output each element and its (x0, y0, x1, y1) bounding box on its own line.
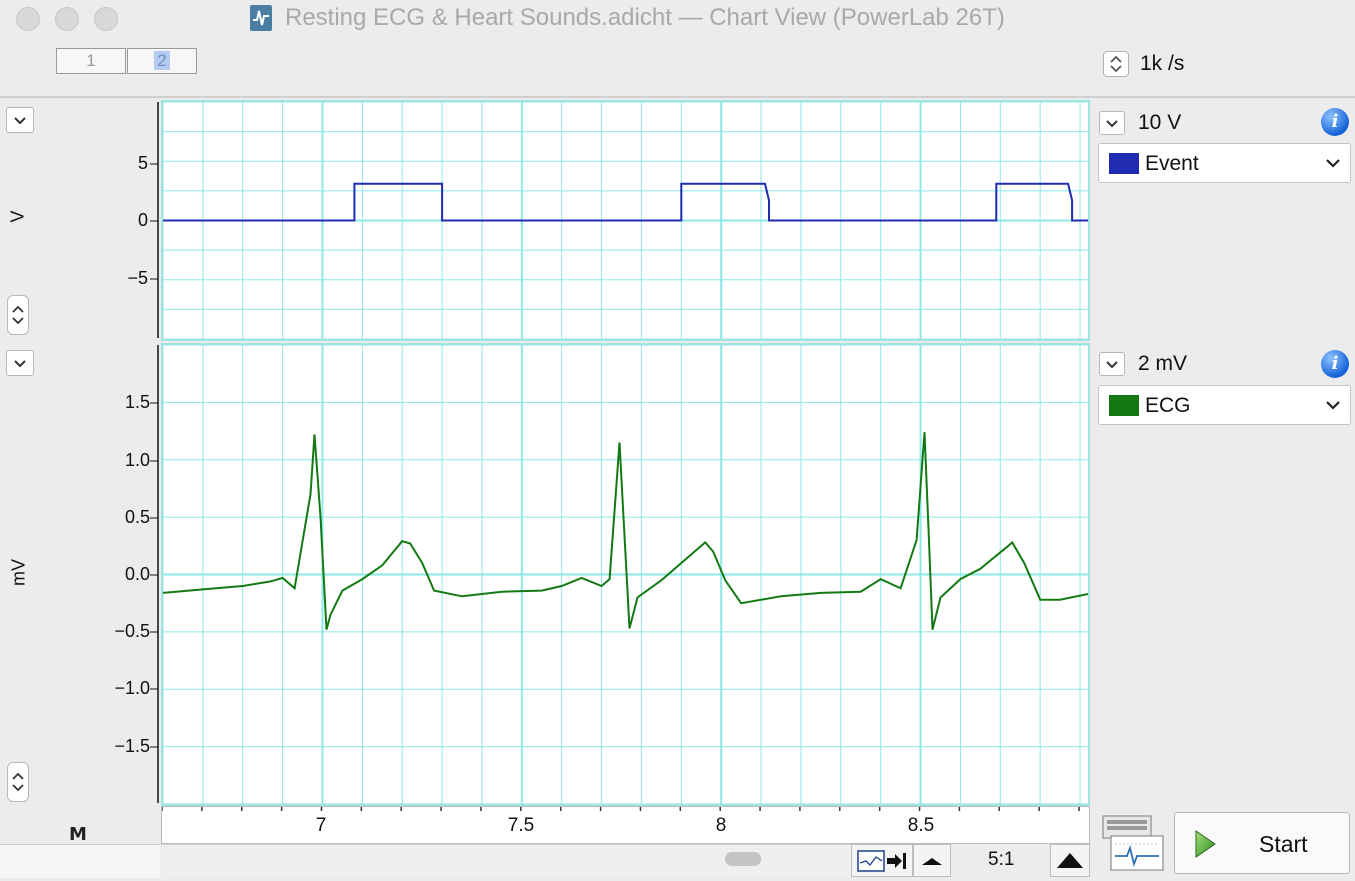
display-settings-button[interactable] (851, 844, 913, 877)
x-tick-label: 7.5 (491, 815, 551, 837)
chevron-down-icon (7, 351, 33, 375)
channel-2-name: ECG (1145, 394, 1191, 418)
small-mountain-icon (914, 845, 950, 876)
close-window-button[interactable] (16, 7, 40, 31)
channel-1-name: Event (1145, 152, 1199, 176)
series-line-event (163, 184, 1088, 221)
play-icon (1193, 829, 1219, 859)
channel-1-y-axis (148, 100, 160, 340)
zoom-ratio-label: 5:1 (988, 849, 1014, 871)
channel-1-range-label: 10 V (1138, 111, 1181, 135)
chevron-down-icon (1324, 396, 1342, 414)
marker-label: M (60, 826, 96, 844)
channel-2-select[interactable]: ECG (1098, 385, 1351, 425)
y-tick-label: −5 (78, 268, 148, 289)
up-down-arrows-icon (8, 763, 28, 801)
y-tick-label: 5 (78, 153, 148, 174)
toolbar: 1 2 1k /s (0, 38, 1355, 96)
page-1-button[interactable]: 1 (56, 48, 126, 74)
y-tick-label: 1.5 (80, 392, 150, 413)
page-2-label: 2 (154, 51, 169, 70)
start-button[interactable]: Start (1174, 812, 1350, 874)
channel-1-unit-label: V (8, 205, 29, 229)
zoom-out-button[interactable] (913, 844, 951, 877)
chevron-down-icon (1100, 353, 1124, 375)
channel-2-chart (163, 345, 1088, 804)
y-tick-label: −1.0 (80, 678, 150, 699)
page-1-label: 1 (86, 51, 95, 70)
y-tick-label: 1.0 (80, 450, 150, 471)
channel-2-range-label: 2 mV (1138, 352, 1187, 376)
channel-2-scale-stepper[interactable] (7, 762, 29, 802)
marker-tray (0, 844, 160, 878)
up-down-arrows-icon (8, 296, 28, 334)
window-title: Resting ECG & Heart Sounds.adicht — Char… (285, 4, 1005, 32)
y-tick-label: −1.5 (80, 736, 150, 757)
start-label: Start (1259, 831, 1308, 858)
up-down-arrows-icon (1104, 52, 1128, 76)
channel-1-range-menu[interactable] (1099, 111, 1125, 135)
channel-2-range-menu[interactable] (1099, 352, 1125, 376)
y-tick-label: 0.5 (80, 507, 150, 528)
series-line-ecg (163, 432, 1088, 629)
sample-rate-label: 1k /s (1140, 52, 1184, 76)
sample-rate-stepper[interactable] (1103, 51, 1129, 77)
info-icon[interactable]: i (1321, 108, 1349, 136)
recorder-icon (1099, 812, 1167, 874)
y-tick-label: −0.5 (80, 621, 150, 642)
chevron-down-icon (7, 108, 33, 132)
y-tick-label: 0.0 (80, 564, 150, 585)
x-tick-label: 8 (691, 815, 751, 837)
channel-1-chart (163, 102, 1088, 339)
channel-2-plot[interactable] (161, 343, 1090, 806)
chevron-down-icon (1100, 112, 1124, 134)
scrollbar-thumb[interactable] (725, 852, 761, 866)
zoom-in-button[interactable] (1050, 844, 1090, 877)
zoom-window-button[interactable] (94, 7, 118, 31)
x-tick-label: 8.5 (891, 815, 951, 837)
channel-2-color-swatch (1109, 395, 1139, 416)
channel-2-unit-label: mV (9, 558, 30, 588)
chart-arrow-icon (852, 845, 912, 876)
time-axis: 7 7.5 8 8.5 (161, 806, 1090, 844)
chevron-down-icon (1324, 154, 1342, 172)
page-2-button[interactable]: 2 (127, 48, 197, 74)
y-tick-label: 0 (78, 210, 148, 231)
channel-1-plot[interactable] (161, 100, 1090, 341)
recorder-settings-button[interactable] (1099, 812, 1167, 874)
x-tick-label: 7 (291, 815, 351, 837)
info-icon[interactable]: i (1321, 350, 1349, 378)
minimize-window-button[interactable] (55, 7, 79, 31)
channel-1-select[interactable]: Event (1098, 143, 1351, 183)
channel-2-y-axis (148, 343, 160, 805)
toolbar-divider (0, 96, 1355, 98)
channel-1-scale-stepper[interactable] (7, 295, 29, 335)
large-mountain-icon (1051, 845, 1089, 876)
title-bar: Resting ECG & Heart Sounds.adicht — Char… (0, 0, 1355, 38)
document-icon (250, 5, 272, 31)
channel-2-scale-menu[interactable] (6, 350, 34, 376)
horizontal-scrollbar[interactable] (161, 844, 851, 878)
channel-1-scale-menu[interactable] (6, 107, 34, 133)
channel-1-color-swatch (1109, 153, 1139, 174)
